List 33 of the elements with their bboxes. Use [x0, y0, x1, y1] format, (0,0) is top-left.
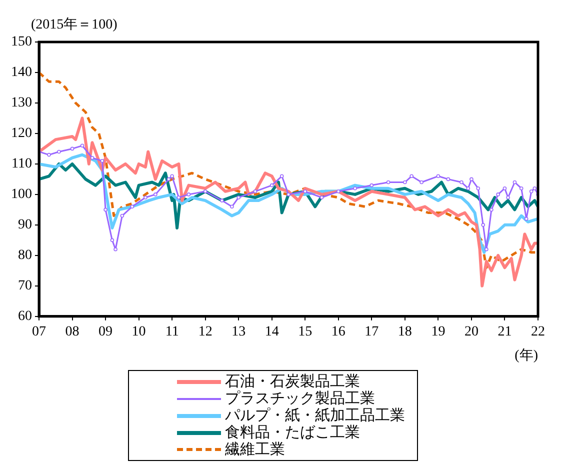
y-axis-title: (2015年＝100)	[31, 16, 118, 33]
x-tick-label: 07	[32, 324, 46, 340]
y-tick-label: 150	[11, 34, 32, 50]
x-tick-label: 12	[198, 324, 212, 340]
legend-label: 食料品・たばこ工業	[225, 424, 360, 442]
x-tick-label: 13	[232, 324, 246, 340]
x-tick-label: 08	[65, 324, 80, 340]
x-tick-label: 10	[132, 324, 146, 340]
x-tick-label: 21	[498, 324, 512, 340]
x-tick-label: 14	[264, 324, 279, 340]
y-tick-label: 110	[12, 156, 32, 172]
y-tick-label: 100	[11, 187, 32, 202]
x-tick-label: 18	[398, 324, 412, 340]
y-tick-label: 140	[11, 65, 32, 80]
x-tick-label: 11	[165, 324, 179, 340]
x-tick-label: 20	[464, 324, 478, 340]
x-tick-label: 16	[331, 324, 346, 340]
x-tick-label: 17	[364, 324, 379, 340]
y-tick-label: 90	[18, 218, 32, 233]
y-tick-label: 60	[18, 309, 32, 324]
x-tick-label: 22	[531, 324, 545, 340]
legend-label: パルプ・紙・紙加工品工業	[225, 406, 405, 424]
x-tick-label: 15	[298, 324, 312, 340]
legend-label: プラスチック製品工業	[225, 389, 375, 407]
x-axis-title: (年)	[514, 347, 538, 364]
legend-label: 石油・石炭製品工業	[225, 372, 360, 390]
y-tick-label: 120	[11, 126, 32, 142]
y-tick-label: 70	[18, 278, 32, 294]
x-tick-label: 19	[431, 324, 446, 340]
legend-label: 繊維工業	[225, 440, 285, 459]
x-tick-label: 09	[98, 324, 113, 340]
y-tick-label: 80	[18, 248, 32, 264]
y-tick-label: 130	[11, 96, 32, 111]
